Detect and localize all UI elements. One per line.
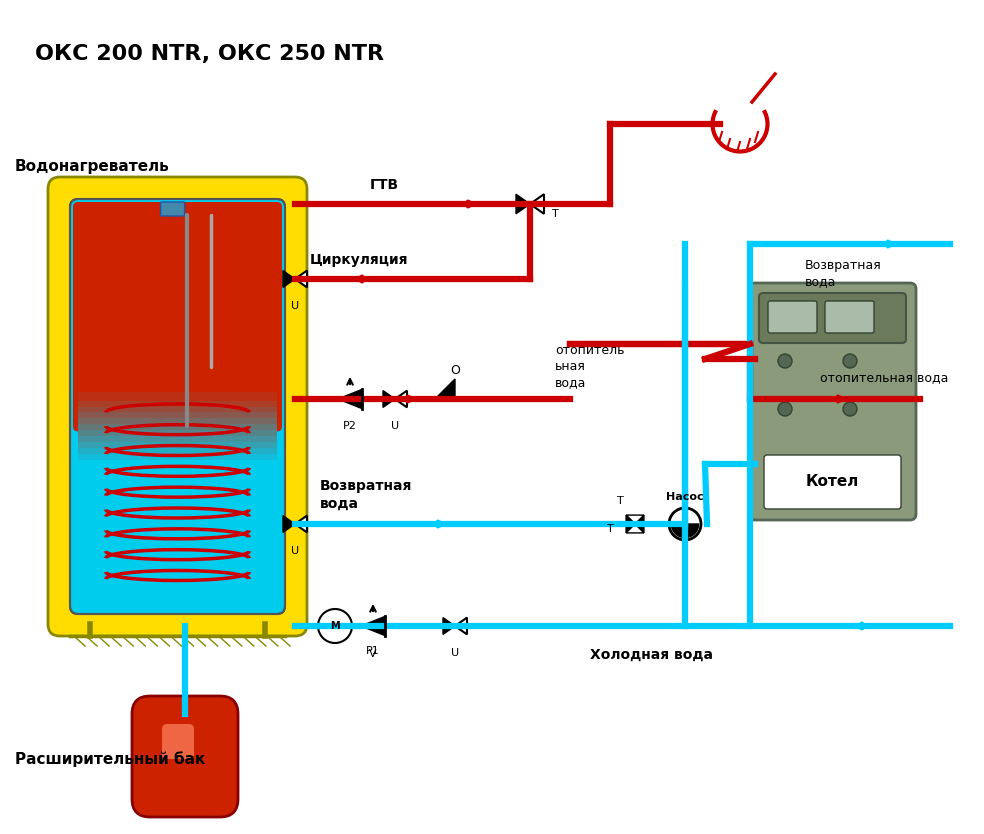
FancyBboxPatch shape <box>759 293 906 343</box>
FancyBboxPatch shape <box>825 301 874 333</box>
Circle shape <box>394 397 397 401</box>
Text: Котел: Котел <box>806 475 859 490</box>
Text: P1: P1 <box>366 646 380 656</box>
Polygon shape <box>283 270 295 288</box>
Text: отопительная вода: отопительная вода <box>820 371 949 384</box>
Polygon shape <box>295 270 307 288</box>
Text: отопитель
ьная
вода: отопитель ьная вода <box>555 344 625 389</box>
Text: U: U <box>291 546 299 556</box>
Polygon shape <box>338 389 362 409</box>
FancyBboxPatch shape <box>73 202 282 431</box>
Bar <box>78 404 277 413</box>
Circle shape <box>527 202 532 206</box>
Polygon shape <box>443 618 455 635</box>
Text: T: T <box>617 496 624 506</box>
Text: Водонагреватель: Водонагреватель <box>15 159 170 174</box>
Bar <box>78 422 277 430</box>
Text: T: T <box>606 524 613 534</box>
Polygon shape <box>635 515 644 533</box>
Bar <box>78 435 277 442</box>
Polygon shape <box>530 194 544 214</box>
Bar <box>78 458 277 466</box>
Circle shape <box>318 609 352 643</box>
Polygon shape <box>283 515 295 532</box>
Circle shape <box>293 277 297 281</box>
Bar <box>78 428 277 436</box>
Polygon shape <box>361 616 385 636</box>
Circle shape <box>778 402 792 416</box>
Text: U: U <box>291 301 299 311</box>
Bar <box>78 440 277 449</box>
Polygon shape <box>435 379 455 399</box>
Circle shape <box>669 508 701 540</box>
Text: ГТВ: ГТВ <box>370 178 400 192</box>
Text: O: O <box>450 364 460 377</box>
Polygon shape <box>395 390 407 407</box>
FancyBboxPatch shape <box>48 177 307 636</box>
Text: Циркуляция: Циркуляция <box>310 253 408 267</box>
Text: Насос: Насос <box>666 492 704 502</box>
Text: Возвратная
вода: Возвратная вода <box>320 479 412 510</box>
Polygon shape <box>516 194 530 214</box>
Bar <box>78 410 277 419</box>
Text: U: U <box>451 648 460 658</box>
FancyBboxPatch shape <box>132 696 238 817</box>
FancyBboxPatch shape <box>768 301 817 333</box>
Bar <box>78 446 277 455</box>
Bar <box>78 452 277 460</box>
Polygon shape <box>383 390 395 407</box>
FancyBboxPatch shape <box>162 724 194 759</box>
Text: T: T <box>552 209 558 219</box>
FancyBboxPatch shape <box>160 202 185 216</box>
Text: P2: P2 <box>343 421 357 431</box>
Text: U: U <box>391 421 400 431</box>
Circle shape <box>778 354 792 368</box>
Bar <box>78 392 277 400</box>
Circle shape <box>843 402 857 416</box>
Wedge shape <box>671 524 699 538</box>
FancyBboxPatch shape <box>764 455 901 509</box>
FancyBboxPatch shape <box>70 199 285 614</box>
Text: ОКС 200 NTR, ОКС 250 NTR: ОКС 200 NTR, ОКС 250 NTR <box>35 44 384 64</box>
Polygon shape <box>626 515 644 524</box>
Text: Расширительный бак: Расширительный бак <box>15 751 206 767</box>
Text: Холодная вода: Холодная вода <box>590 648 713 662</box>
FancyBboxPatch shape <box>749 283 916 520</box>
Bar <box>78 399 277 406</box>
Text: Возвратная
вода: Возвратная вода <box>805 259 882 288</box>
Polygon shape <box>295 515 307 532</box>
Polygon shape <box>626 524 644 533</box>
Text: V: V <box>369 649 377 659</box>
Circle shape <box>293 522 297 525</box>
Polygon shape <box>626 515 635 533</box>
Circle shape <box>843 354 857 368</box>
Circle shape <box>454 624 457 628</box>
Polygon shape <box>455 618 467 635</box>
Bar <box>78 416 277 425</box>
Text: M: M <box>331 621 339 631</box>
